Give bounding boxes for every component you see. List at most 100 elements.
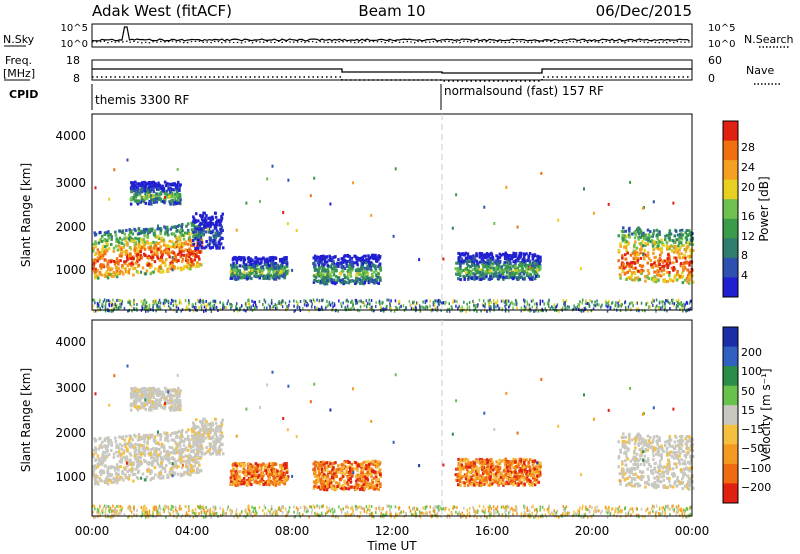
scatter-cell — [199, 230, 203, 234]
scatter-cell — [106, 478, 109, 481]
near-range-cell — [369, 302, 371, 306]
near-range-cell — [175, 299, 177, 303]
scatter-cell — [193, 258, 196, 262]
near-range-cell — [198, 306, 200, 310]
scatter-cell — [188, 256, 192, 260]
scatter-cell — [175, 240, 178, 244]
scatter-cell — [624, 246, 628, 250]
scatter-cell — [155, 392, 158, 395]
scatter-cell — [315, 268, 318, 272]
scatter-cell — [259, 273, 263, 277]
scatter-cell — [531, 257, 535, 261]
scatter-cell — [379, 267, 382, 270]
near-range-cell — [135, 307, 138, 311]
freq-label-line2: [MHz] — [3, 67, 35, 80]
near-range-cell — [230, 303, 233, 307]
scatter-cell — [686, 244, 689, 248]
scatter-cell — [686, 268, 689, 272]
scatter-cell — [659, 274, 663, 278]
scatter-cell — [120, 241, 124, 245]
scatter-cell — [93, 268, 96, 272]
scatter-cell — [251, 258, 254, 262]
scatter-cell — [619, 242, 622, 246]
scatter-cell — [517, 269, 520, 273]
near-range-cell — [446, 307, 449, 311]
near-range-cell — [118, 299, 120, 302]
scatter-cell — [653, 242, 657, 246]
scatter-cell — [482, 264, 485, 268]
scatter-cell — [167, 193, 170, 197]
near-range-cell — [101, 302, 103, 306]
near-range-cell — [371, 307, 374, 311]
scatter-cell — [178, 444, 182, 448]
near-range-cell — [649, 305, 651, 309]
scatter-cell — [235, 266, 239, 270]
scatter-cell — [133, 450, 137, 454]
near-range-cell — [426, 305, 429, 309]
scatter-cell — [378, 256, 381, 260]
scatter-cell — [277, 275, 280, 279]
near-range-cell — [414, 309, 417, 313]
scatter-cell — [164, 247, 168, 251]
near-range-cell — [320, 305, 323, 309]
near-range-cell — [590, 309, 592, 313]
near-range-cell — [212, 299, 214, 303]
scatter-cell — [649, 230, 652, 234]
scatter-cell — [173, 389, 176, 393]
scatter-cell — [150, 435, 153, 439]
scatter-cell — [653, 275, 656, 279]
scatter-cell — [622, 226, 625, 230]
near-range-cell — [434, 299, 437, 303]
near-range-cell — [316, 306, 318, 310]
scatter-cell — [639, 229, 643, 233]
scatter-cell — [177, 186, 180, 190]
near-range-cell — [104, 304, 107, 308]
scatter-cell — [281, 268, 285, 271]
scatter-cell — [143, 437, 146, 441]
scatter-cell — [153, 233, 156, 237]
scatter-cell — [502, 275, 505, 279]
scatter-cell — [197, 470, 200, 474]
scatter-cell — [328, 275, 331, 279]
scatter-cell — [331, 281, 335, 285]
scatter-cell — [93, 258, 97, 262]
scatter-cell — [468, 270, 471, 274]
scatter-cell — [379, 276, 382, 280]
scatter-cell — [130, 181, 133, 185]
scatter-cell — [181, 429, 184, 432]
near-range-cell — [116, 298, 118, 302]
scatter-cell — [139, 200, 142, 204]
scatter-cell — [520, 275, 523, 279]
scatter-cell — [160, 258, 164, 262]
scatter-cell — [219, 223, 222, 227]
scatter-cell — [133, 199, 137, 203]
scatter-cell — [250, 267, 253, 271]
scatter-cell — [644, 279, 647, 283]
scatter-cell — [634, 240, 637, 244]
near-range-cell — [617, 301, 619, 305]
scatter-cell — [147, 245, 150, 249]
scatter-cell — [154, 473, 157, 477]
near-range-cell — [632, 304, 634, 308]
scatter-cell — [348, 260, 352, 264]
near-range-cell — [202, 299, 204, 303]
scatter-cell — [129, 229, 133, 233]
scatter-cell — [218, 233, 221, 237]
scatter-cell — [643, 248, 646, 252]
scatter-cell — [519, 263, 522, 267]
scatter-cell — [110, 443, 113, 447]
scatter-cell — [498, 265, 502, 269]
scatter-cell — [176, 435, 179, 439]
scatter-cell — [198, 463, 201, 467]
isolated-cell — [352, 181, 354, 185]
scatter-cell — [536, 261, 539, 264]
near-range-cell — [101, 305, 104, 309]
scatter-cell — [180, 433, 183, 437]
scatter-cell — [159, 461, 163, 465]
near-range-cell — [346, 304, 349, 308]
near-range-cell — [172, 299, 175, 303]
scatter-cell — [329, 264, 333, 268]
scatter-cell — [539, 259, 542, 263]
scatter-cell — [348, 279, 351, 283]
